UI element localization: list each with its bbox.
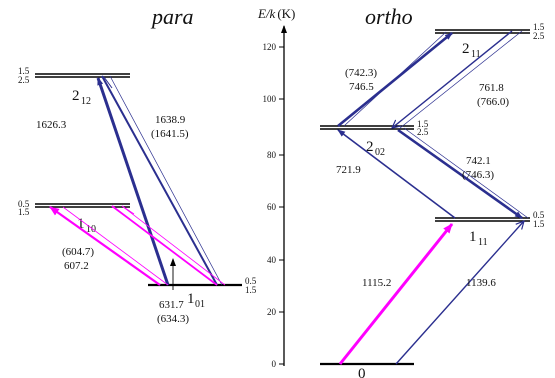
svg-text:11: 11 — [478, 237, 488, 248]
svg-text:2.5: 2.5 — [533, 31, 545, 41]
svg-text:2: 2 — [72, 88, 80, 104]
tick-label: 60 — [267, 202, 277, 212]
label-742b-a: 742.1 — [466, 155, 491, 167]
para-level-101: 0.5 1.5 1 01 — [148, 276, 257, 310]
label-604-b: 607.2 — [64, 260, 89, 272]
svg-text:0: 0 — [358, 366, 366, 378]
label-631-a: 631.7 — [159, 299, 184, 311]
axis-ticks: 0 20 40 60 80 100 120 — [263, 42, 284, 369]
label-1626: 1626.3 — [36, 119, 67, 131]
transition-721 — [337, 129, 456, 219]
tick-label: 20 — [267, 307, 277, 317]
svg-text:1.5: 1.5 — [533, 22, 545, 32]
transition-1115 — [338, 223, 454, 365]
svg-text:11: 11 — [471, 49, 481, 60]
tick-label: 100 — [263, 94, 277, 104]
svg-text:0.5: 0.5 — [533, 210, 545, 220]
svg-text:2: 2 — [462, 41, 470, 57]
svg-text:1.5: 1.5 — [245, 285, 257, 295]
svg-text:0.5: 0.5 — [245, 276, 257, 286]
svg-text:2: 2 — [366, 139, 374, 155]
svg-text:1: 1 — [187, 291, 195, 307]
label-631-b: (634.3) — [157, 313, 189, 325]
transition-1139 — [395, 221, 524, 365]
transition-1626 — [96, 77, 170, 286]
transition-742a — [337, 31, 453, 128]
ortho-title: ortho — [365, 4, 413, 29]
svg-text:0.5: 0.5 — [18, 199, 30, 209]
label-761-a: 761.8 — [479, 82, 504, 94]
svg-text:1.5: 1.5 — [533, 219, 545, 229]
tick-label: 120 — [263, 42, 277, 52]
tick-label: 80 — [267, 150, 277, 160]
para-level-110: 0.5 1.5 1 10 — [18, 199, 130, 235]
svg-text:02: 02 — [375, 147, 385, 158]
label-1638-b: (1641.5) — [151, 128, 189, 140]
label-742b-b: (746.3) — [462, 169, 494, 181]
label-1139: 1139.6 — [466, 277, 496, 289]
svg-text:1: 1 — [77, 216, 85, 232]
transition-1638 — [101, 75, 223, 286]
tick-label: 0 — [272, 359, 277, 369]
axis-label: E/k (K) — [257, 6, 295, 21]
svg-text:01: 01 — [195, 299, 205, 310]
label-721: 721.9 — [336, 164, 361, 176]
svg-text:1.5: 1.5 — [18, 207, 30, 217]
label-604-a: (604.7) — [62, 246, 94, 258]
transition-604 — [49, 206, 169, 286]
para-level-212: 1.5 2.5 2 12 — [18, 66, 130, 107]
svg-text:2.5: 2.5 — [417, 127, 429, 137]
tick-label: 40 — [267, 255, 277, 265]
ortho-level-111: 0.5 1.5 1 11 — [435, 210, 545, 248]
label-742a-b: 746.5 — [349, 81, 374, 93]
transition-742b — [397, 127, 529, 220]
label-761-b: (766.0) — [477, 96, 509, 108]
label-1638-a: 1638.9 — [155, 114, 186, 126]
svg-text:10: 10 — [86, 224, 96, 235]
ortho-level-211: 1.5 2.5 2 11 — [435, 22, 545, 60]
svg-text:1: 1 — [469, 229, 477, 245]
energy-axis: E/k (K) 0 20 40 60 80 100 120 — [257, 6, 295, 369]
label-742a-a: (742.3) — [345, 67, 377, 79]
label-1115: 1115.2 — [362, 277, 391, 289]
ortho-level-202: 1.5 2.5 2 02 — [320, 119, 429, 158]
svg-text:1.5: 1.5 — [417, 119, 429, 129]
svg-text:2.5: 2.5 — [18, 75, 30, 85]
transition-magenta-return — [111, 205, 226, 286]
svg-text:1.5: 1.5 — [18, 66, 30, 76]
ortho-level-000: 0 — [320, 362, 414, 378]
para-title: para — [150, 4, 194, 29]
svg-text:12: 12 — [81, 96, 91, 107]
transition-761 — [392, 30, 523, 128]
